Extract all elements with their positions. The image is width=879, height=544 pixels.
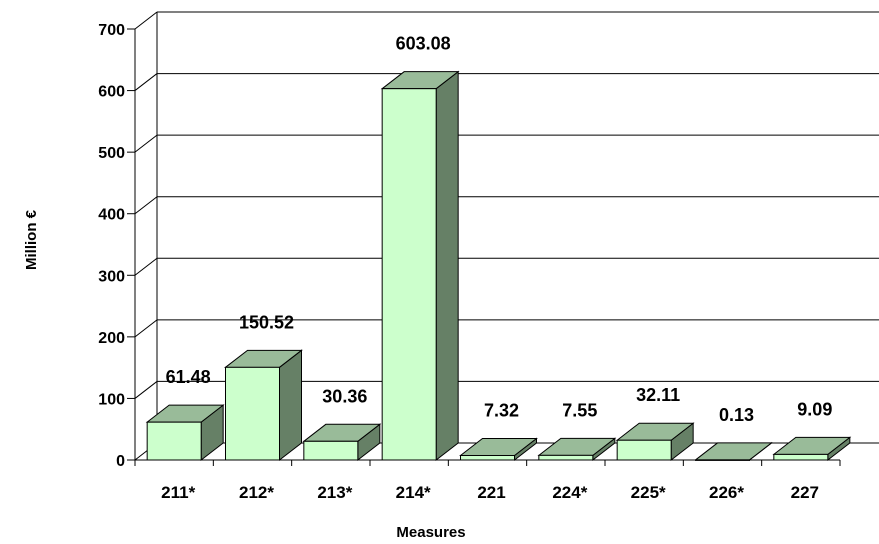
data-label: 9.09 <box>797 399 832 419</box>
gridline-diagonal <box>134 11 158 30</box>
data-label: 30.36 <box>322 386 367 406</box>
x-tick-label: 225* <box>631 483 666 502</box>
y-tick-label: 200 <box>98 330 125 347</box>
bars <box>145 70 852 462</box>
bar-front <box>460 454 515 461</box>
y-tick-label: 700 <box>98 22 125 39</box>
data-label: 603.08 <box>396 34 451 54</box>
x-tick-label: 221 <box>477 483 505 502</box>
y-tick-label: 0 <box>116 453 125 470</box>
bar-front <box>695 459 750 461</box>
y-tick-label: 500 <box>98 145 125 162</box>
bar-214* <box>380 70 460 462</box>
bar-227 <box>772 436 852 462</box>
data-label: 61.48 <box>166 367 211 387</box>
bar-front <box>225 366 280 461</box>
bar-213* <box>302 423 382 462</box>
x-tick-label: 213* <box>317 483 352 502</box>
bar-221 <box>459 437 538 462</box>
bar-top <box>694 442 773 461</box>
data-label: 150.52 <box>239 312 294 332</box>
x-tick-label: 226* <box>709 483 744 502</box>
bar-front <box>146 421 202 461</box>
gridline-diagonal <box>134 196 158 215</box>
y-axis-title: Million € <box>23 209 40 270</box>
y-tick-label: 600 <box>98 84 125 101</box>
bar-front <box>616 439 672 461</box>
bar-front <box>381 88 437 461</box>
x-tick-label: 212* <box>239 483 274 502</box>
bar-226* <box>694 441 773 462</box>
x-tick-labels: 211* 212* 213* 214* 221 224* 225* 226* 227 <box>161 483 819 502</box>
y-tick-label: 400 <box>98 207 125 224</box>
x-tick-label: 227 <box>791 483 819 502</box>
bar-212* <box>224 349 303 462</box>
gridline-diagonal <box>134 381 158 399</box>
gridline-diagonal <box>134 257 158 276</box>
bar-top <box>459 437 538 456</box>
data-label: 0.13 <box>719 405 754 425</box>
x-axis-title: Measures <box>396 524 465 541</box>
data-label: 7.32 <box>484 400 519 420</box>
x-tick-label: 214* <box>396 483 431 502</box>
bar-225* <box>615 422 695 462</box>
y-tick-labels: 0 100 200 300 400 500 600 700 <box>98 22 125 470</box>
gridline-diagonal <box>134 134 158 153</box>
bar-side <box>279 349 302 462</box>
bar-top <box>537 437 617 456</box>
data-label: 7.55 <box>562 400 597 420</box>
data-label: 32.11 <box>636 385 680 405</box>
y-tick-label: 300 <box>98 268 125 285</box>
x-tick-label: 211* <box>161 483 195 502</box>
x-tick-label: 224* <box>552 483 587 502</box>
bar-front <box>773 453 829 461</box>
gridline-diagonal <box>134 73 158 91</box>
data-labels: 61.48 150.52 30.36 603.08 7.32 7.55 32.11 0.13 9… <box>166 34 833 425</box>
bar-211* <box>145 404 225 462</box>
bar-224* <box>537 437 617 462</box>
gridline-diagonal <box>134 319 158 338</box>
bar-side <box>435 70 459 462</box>
y-tick-label: 100 <box>98 391 125 408</box>
bar-front <box>303 440 359 461</box>
gridlines <box>134 11 879 399</box>
bar-front <box>538 454 594 461</box>
